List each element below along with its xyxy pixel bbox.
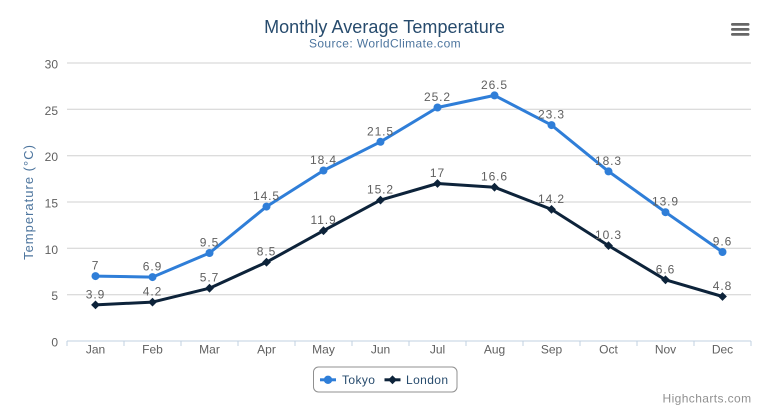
- svg-text:Dec: Dec: [712, 343, 733, 357]
- svg-text:Apr: Apr: [257, 343, 276, 357]
- svg-text:Aug: Aug: [484, 343, 505, 357]
- svg-text:Highcharts.com: Highcharts.com: [663, 392, 752, 406]
- svg-text:Jan: Jan: [86, 343, 105, 357]
- svg-text:7: 7: [92, 259, 100, 273]
- svg-text:4.8: 4.8: [713, 279, 732, 293]
- svg-text:Monthly Average Temperature: Monthly Average Temperature: [264, 17, 505, 37]
- svg-text:10.3: 10.3: [595, 228, 622, 242]
- svg-text:Nov: Nov: [655, 343, 676, 357]
- svg-text:11.9: 11.9: [310, 213, 336, 227]
- svg-text:May: May: [312, 343, 335, 357]
- svg-text:15.2: 15.2: [367, 183, 394, 197]
- svg-text:3.9: 3.9: [86, 287, 105, 301]
- svg-text:6.6: 6.6: [656, 262, 675, 276]
- svg-text:26.5: 26.5: [481, 78, 508, 92]
- svg-text:18.3: 18.3: [595, 154, 622, 168]
- svg-text:Jun: Jun: [371, 343, 390, 357]
- svg-text:25.2: 25.2: [424, 90, 451, 104]
- svg-text:Sep: Sep: [541, 343, 563, 357]
- svg-text:0: 0: [51, 336, 58, 350]
- svg-text:17: 17: [430, 166, 445, 180]
- svg-text:10: 10: [45, 243, 59, 257]
- svg-text:Mar: Mar: [199, 343, 220, 357]
- svg-text:15: 15: [45, 197, 59, 211]
- svg-text:Temperature (°C): Temperature (°C): [21, 144, 36, 260]
- svg-text:Oct: Oct: [599, 343, 618, 357]
- svg-text:21.5: 21.5: [367, 124, 394, 138]
- svg-text:14.5: 14.5: [253, 189, 280, 203]
- svg-text:30: 30: [45, 58, 59, 72]
- svg-text:5.7: 5.7: [200, 271, 219, 285]
- svg-text:13.9: 13.9: [652, 195, 679, 209]
- svg-text:23.3: 23.3: [538, 108, 565, 122]
- svg-text:8.5: 8.5: [257, 245, 276, 259]
- svg-text:London: London: [406, 373, 448, 387]
- svg-text:25: 25: [45, 104, 59, 118]
- svg-text:18.4: 18.4: [310, 153, 337, 167]
- svg-text:6.9: 6.9: [143, 260, 162, 274]
- svg-text:9.5: 9.5: [200, 236, 219, 250]
- svg-text:20: 20: [45, 150, 59, 164]
- svg-text:Tokyo: Tokyo: [342, 373, 375, 387]
- svg-text:14.2: 14.2: [538, 192, 565, 206]
- svg-text:5: 5: [51, 289, 58, 303]
- svg-text:Source: WorldClimate.com: Source: WorldClimate.com: [309, 37, 461, 51]
- svg-text:Feb: Feb: [142, 343, 163, 357]
- svg-text:Jul: Jul: [430, 343, 445, 357]
- svg-text:9.6: 9.6: [713, 235, 732, 249]
- svg-text:4.2: 4.2: [143, 285, 162, 299]
- svg-text:16.6: 16.6: [481, 170, 508, 184]
